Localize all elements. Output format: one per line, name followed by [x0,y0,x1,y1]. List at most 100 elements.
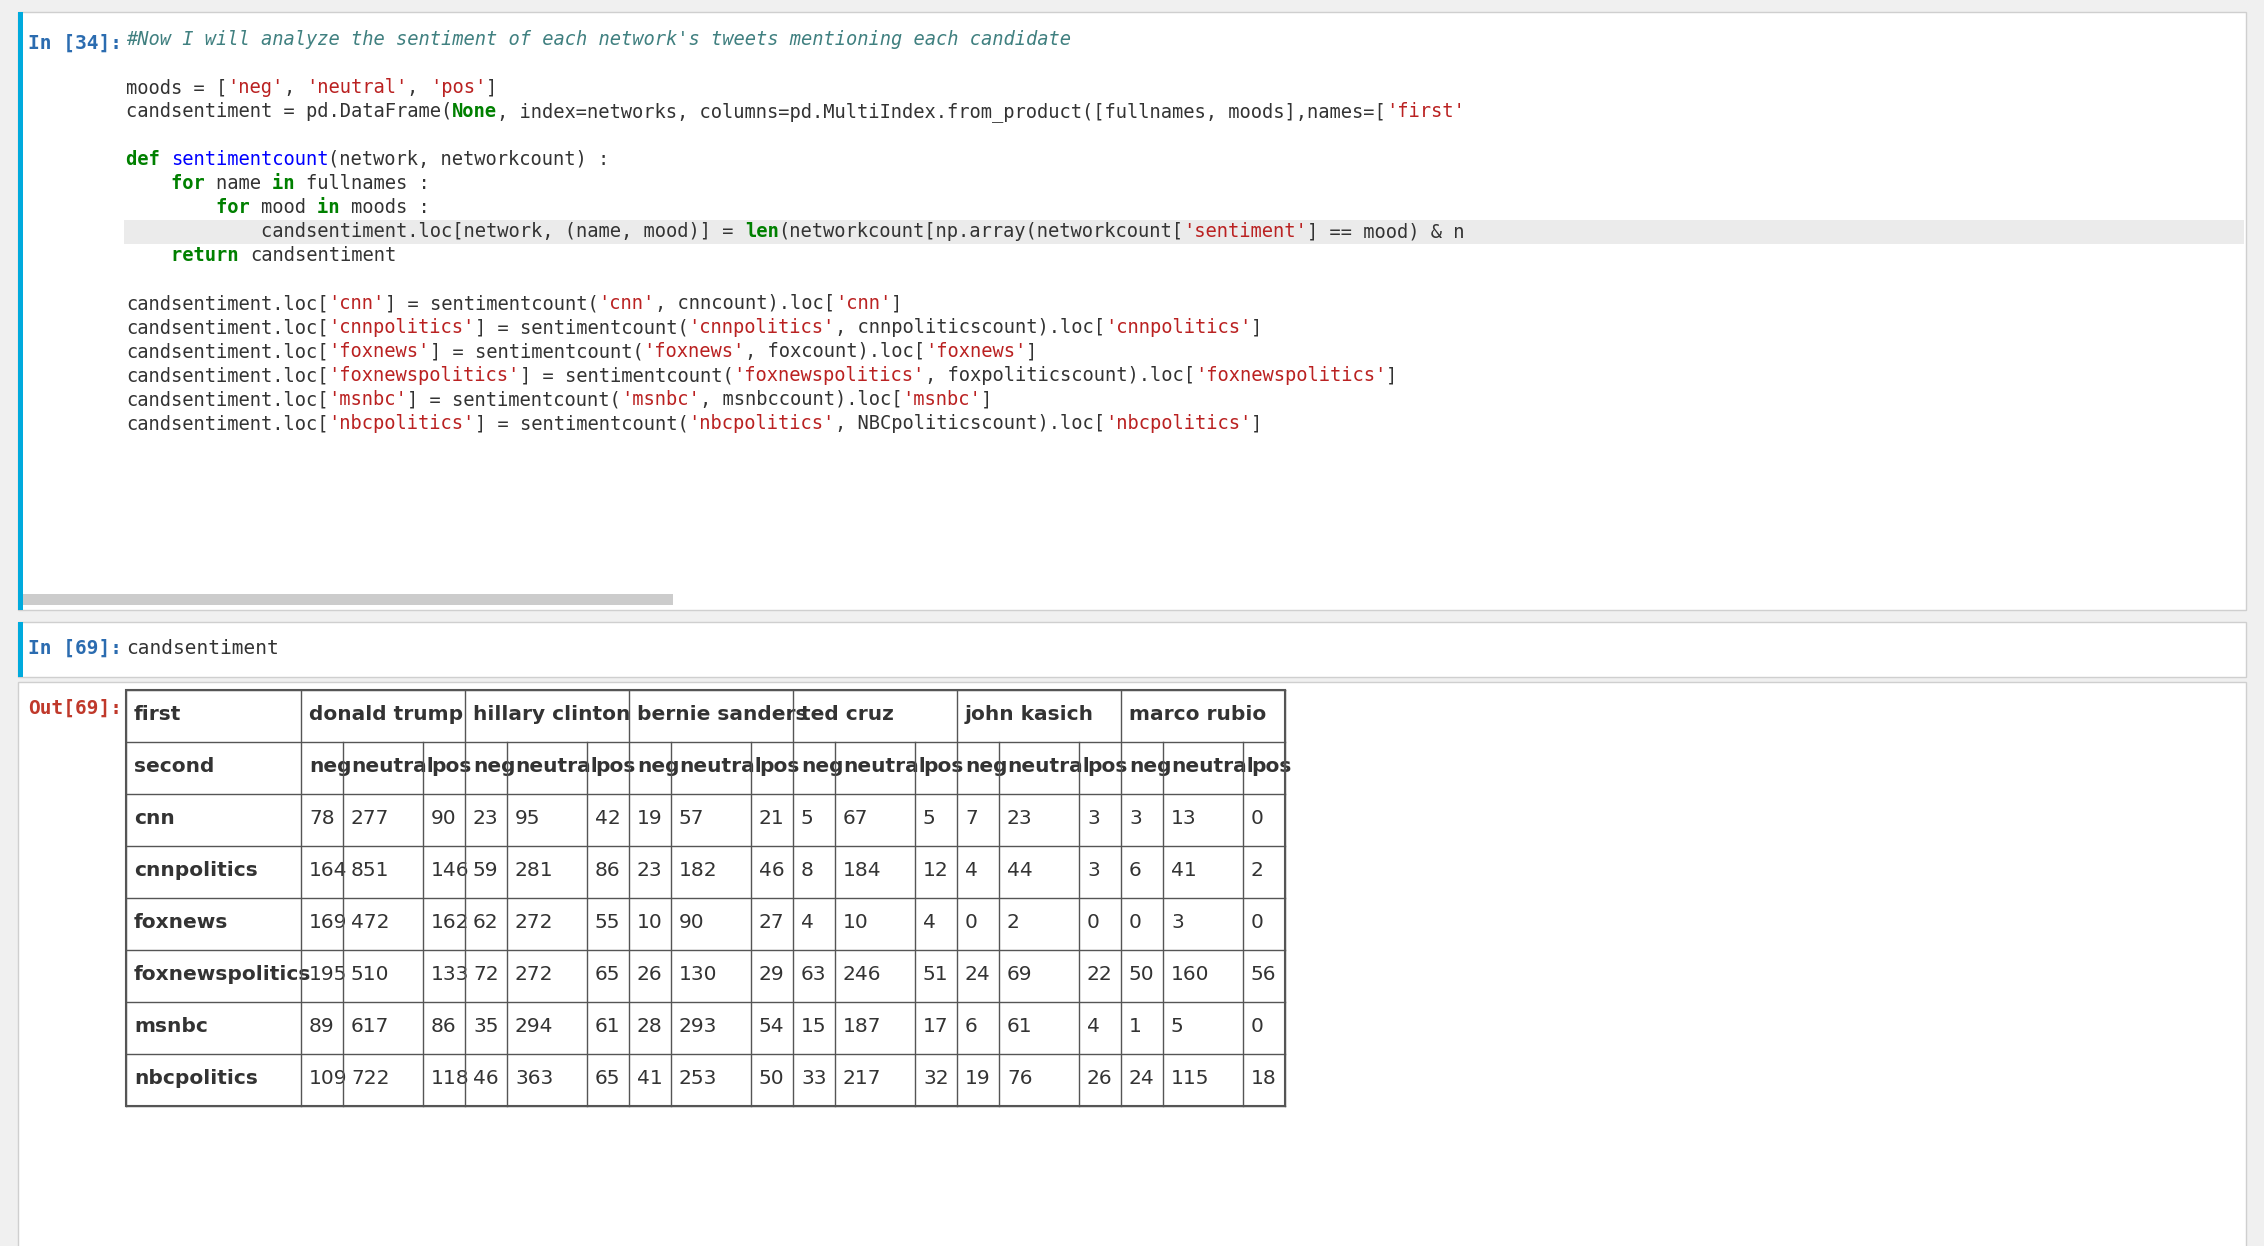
Text: 160: 160 [1170,964,1209,984]
Text: 24: 24 [964,964,992,984]
Text: in: in [317,198,351,217]
Text: 51: 51 [924,964,949,984]
Text: 3: 3 [1170,913,1184,932]
Text: 50: 50 [1130,964,1155,984]
Text: 'nbcpolitics': 'nbcpolitics' [688,414,835,434]
Text: (network, networkcount) :: (network, networkcount) : [328,150,609,169]
Text: 35: 35 [473,1017,498,1035]
Text: 26: 26 [636,964,663,984]
Text: 10: 10 [636,913,663,932]
Text: , foxcount).loc[: , foxcount).loc[ [745,341,924,361]
Text: neg: neg [308,758,351,776]
Text: 'foxnews': 'foxnews' [328,341,430,361]
Text: ]: ] [1386,366,1397,385]
Text: 4: 4 [1087,1017,1100,1035]
Text: pos: pos [595,758,636,776]
Text: 253: 253 [679,1069,718,1088]
Text: 78: 78 [308,809,335,829]
Text: foxnews: foxnews [134,913,229,932]
Text: 3: 3 [1087,861,1100,880]
Text: 0: 0 [1252,913,1263,932]
Text: 0: 0 [964,913,978,932]
Text: neg: neg [801,758,844,776]
Text: 162: 162 [430,913,469,932]
Text: ted cruz: ted cruz [801,705,894,724]
Text: 10: 10 [842,913,869,932]
Text: 76: 76 [1007,1069,1032,1088]
Text: donald trump: donald trump [308,705,464,724]
Text: , index=networks, columns=pd.MultiIndex.from_product([fullnames, moods],names=[: , index=networks, columns=pd.MultiIndex.… [498,102,1386,122]
Text: 89: 89 [308,1017,335,1035]
Bar [18,682,2246,1246]
Text: 'foxnewspolitics': 'foxnewspolitics' [328,366,521,385]
Text: ,: , [408,78,430,97]
Text: 54: 54 [758,1017,786,1035]
Text: foxnewspolitics: foxnewspolitics [134,964,312,984]
Text: 86: 86 [595,861,620,880]
Text: 272: 272 [514,913,552,932]
Text: pos: pos [430,758,471,776]
Text: 19: 19 [636,809,663,829]
Text: msnbc: msnbc [134,1017,208,1035]
Text: 182: 182 [679,861,718,880]
Text: 15: 15 [801,1017,826,1035]
Text: (networkcount[np.array(networkcount[: (networkcount[np.array(networkcount[ [779,222,1184,240]
Text: 277: 277 [351,809,389,829]
Text: 3: 3 [1130,809,1141,829]
Text: 281: 281 [514,861,555,880]
Bar [127,690,1286,1106]
Text: 184: 184 [842,861,881,880]
Text: 4: 4 [801,913,813,932]
Text: 'msnbc': 'msnbc' [620,390,700,409]
Text: 41: 41 [636,1069,663,1088]
Text: 44: 44 [1007,861,1032,880]
Text: neutral: neutral [679,758,761,776]
Text: 722: 722 [351,1069,389,1088]
Text: 617: 617 [351,1017,389,1035]
Bar [125,221,2244,244]
Text: None: None [453,102,498,121]
Text: 246: 246 [842,964,881,984]
Text: candsentiment: candsentiment [249,245,396,265]
Text: moods :: moods : [351,198,430,217]
Text: candsentiment.loc[: candsentiment.loc[ [127,414,328,434]
Text: ]: ] [980,390,992,409]
Text: def: def [127,150,172,169]
Text: 86: 86 [430,1017,457,1035]
Text: 29: 29 [758,964,786,984]
Text: neutral: neutral [842,758,926,776]
Text: 133: 133 [430,964,469,984]
Text: 'cnnpolitics': 'cnnpolitics' [328,318,475,336]
Text: 42: 42 [595,809,620,829]
Text: , msnbccount).loc[: , msnbccount).loc[ [700,390,903,409]
Text: 'neg': 'neg' [226,78,283,97]
Text: len: len [745,222,779,240]
Text: sentimentcount: sentimentcount [172,150,328,169]
Text: bernie sanders: bernie sanders [636,705,808,724]
Text: ]: ] [487,78,498,97]
Text: 'foxnewspolitics': 'foxnewspolitics' [1195,366,1386,385]
Text: 4: 4 [924,913,935,932]
Text: 13: 13 [1170,809,1198,829]
Text: 72: 72 [473,964,498,984]
Text: 'first': 'first' [1386,102,1465,121]
Text: 21: 21 [758,809,786,829]
Text: 363: 363 [514,1069,552,1088]
Text: 6: 6 [1130,861,1141,880]
Text: in: in [272,174,306,193]
Text: 57: 57 [679,809,704,829]
Text: second: second [134,758,215,776]
Text: 0: 0 [1252,1017,1263,1035]
Text: neutral: neutral [1170,758,1254,776]
Bar [18,622,23,677]
Text: 22: 22 [1087,964,1112,984]
Text: 46: 46 [758,861,786,880]
Text: ] = sentimentcount(: ] = sentimentcount( [385,294,598,313]
Text: fullnames :: fullnames : [306,174,430,193]
Text: 'pos': 'pos' [430,78,487,97]
Text: 472: 472 [351,913,389,932]
Text: candsentiment.loc[network, (name, mood)] =: candsentiment.loc[network, (name, mood)]… [127,222,745,240]
Text: 55: 55 [595,913,620,932]
Text: for: for [127,198,260,217]
Text: 187: 187 [842,1017,881,1035]
